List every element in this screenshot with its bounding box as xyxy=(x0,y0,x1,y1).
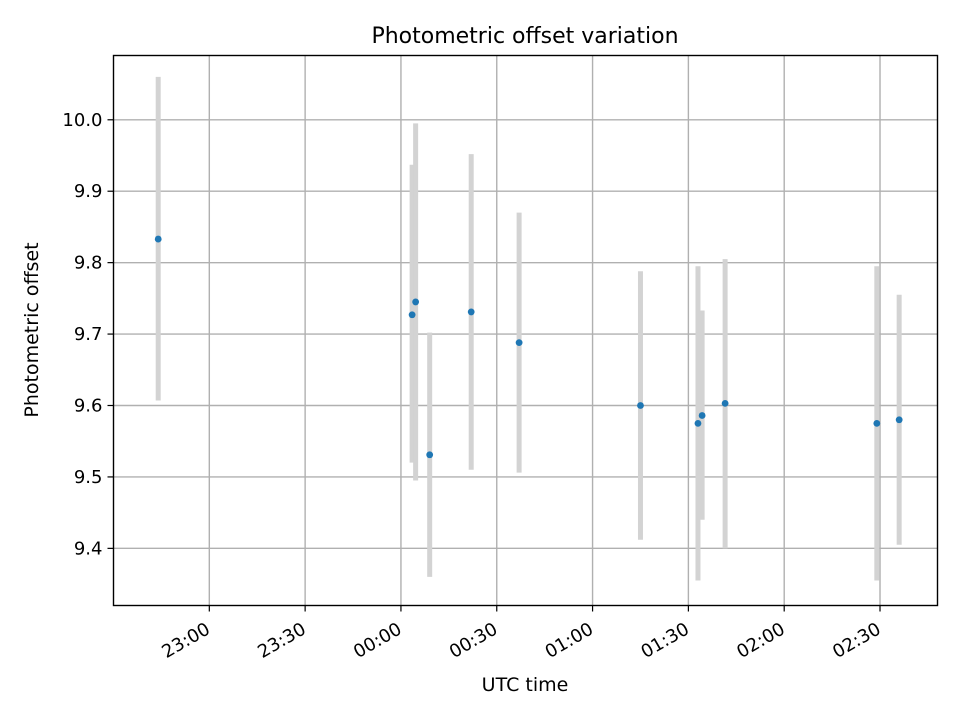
data-point xyxy=(873,419,881,427)
x-tick-label: 23:30 xyxy=(254,619,309,663)
data-point xyxy=(698,412,706,419)
y-tick-label: 9.7 xyxy=(74,324,103,345)
data-point xyxy=(408,311,416,319)
y-tick-label: 9.9 xyxy=(74,181,103,202)
y-tick-label: 9.4 xyxy=(74,538,103,559)
x-tick-label: 23:00 xyxy=(158,619,213,663)
y-tick-label: 9.8 xyxy=(74,253,103,274)
data-point xyxy=(515,339,523,347)
error-bars xyxy=(155,76,902,581)
x-tick-label: 00:00 xyxy=(350,619,405,663)
plot-frame xyxy=(112,54,939,607)
x-tick-label: 01:00 xyxy=(542,619,597,663)
x-tick-label: 02:30 xyxy=(829,619,884,663)
y-tick-label: 9.5 xyxy=(74,467,103,488)
data-point xyxy=(895,416,903,424)
data-points xyxy=(154,235,903,459)
data-point xyxy=(426,451,434,459)
data-point xyxy=(412,298,420,306)
y-axis-label: Photometric offset xyxy=(21,242,43,417)
chart-title: Photometric offset variation xyxy=(371,24,678,49)
y-tick-label: 9.6 xyxy=(74,396,103,417)
x-tick-label: 02:00 xyxy=(733,619,788,663)
x-tick-label: 00:30 xyxy=(446,619,501,663)
grid-layer xyxy=(113,55,938,606)
data-point xyxy=(694,419,702,427)
y-axis: 9.4 9.5 9.6 9.7 9.8 9.9 10.0 xyxy=(62,110,114,559)
data-point xyxy=(637,402,644,409)
x-tick-label: 01:30 xyxy=(637,619,692,663)
x-axis: 23:00 23:30 00:00 00:30 01:00 01:30 02:00 02:30 xyxy=(158,605,885,663)
data-point xyxy=(154,235,162,243)
data-point xyxy=(721,399,729,407)
y-tick-label: 10.0 xyxy=(62,110,102,131)
data-point xyxy=(467,308,475,316)
x-axis-label: UTC time xyxy=(482,674,569,696)
